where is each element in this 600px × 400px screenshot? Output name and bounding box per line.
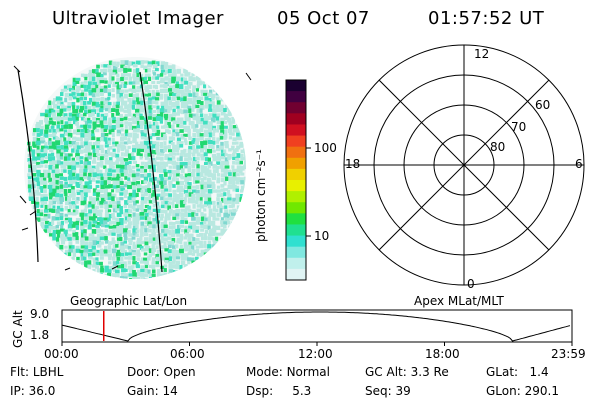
status-gcalt-label: GC Alt: bbox=[365, 365, 407, 379]
status-seq: Seq: 39 bbox=[365, 385, 411, 397]
status-seq-value: 39 bbox=[395, 384, 411, 398]
status-gain-value: 14 bbox=[162, 384, 178, 398]
alt-xtick-0600: 06:00 bbox=[170, 347, 205, 361]
status-glat-value: 1.4 bbox=[529, 365, 549, 379]
status-glat-label: GLat: bbox=[486, 365, 519, 379]
colorbar-cell bbox=[286, 224, 306, 237]
colorbar bbox=[285, 79, 311, 281]
status-ip-label: IP: bbox=[10, 384, 25, 398]
colorbar-cell bbox=[286, 113, 306, 125]
mlt-label-18: 18 bbox=[345, 157, 361, 171]
status-glon: GLon: 290.1 bbox=[486, 385, 559, 397]
colorbar-tick-label-10: 10 bbox=[314, 229, 330, 243]
status-gain-label: Gain: bbox=[127, 384, 159, 398]
status-glat: GLat: 1.4 bbox=[486, 366, 549, 378]
altitude-plot bbox=[61, 309, 573, 346]
mlt-line-diagonal bbox=[378, 79, 550, 251]
alt-ytick-min: 1.8 bbox=[30, 328, 50, 342]
status-flt-label: Flt: bbox=[10, 365, 29, 379]
mlt-label-12: 12 bbox=[474, 47, 490, 61]
mlt-label-6: 6 bbox=[575, 157, 583, 171]
colorbar-cell bbox=[286, 213, 306, 225]
status-glon-label: GLon: bbox=[486, 384, 521, 398]
alt-xtick-2359: 23:59 bbox=[551, 347, 586, 361]
status-door: Door: Open bbox=[127, 366, 196, 378]
colorbar-cell bbox=[286, 257, 306, 270]
colorbar-tick-label-100: 100 bbox=[314, 141, 337, 155]
colorbar-cell bbox=[286, 124, 306, 137]
status-ip-value: 36.0 bbox=[28, 384, 56, 398]
colorbar-unit-label: photon cm⁻²s⁻¹ bbox=[254, 149, 268, 242]
status-dsp: Dsp: 5.3 bbox=[246, 385, 311, 397]
status-gcalt: GC Alt: 3.3 Re bbox=[365, 366, 449, 378]
colorbar-cell bbox=[286, 102, 306, 114]
alt-ytick-max: 9.0 bbox=[30, 307, 50, 321]
instrument-title: Ultraviolet Imager bbox=[52, 8, 224, 29]
alt-ylabel: GC Alt bbox=[11, 310, 25, 348]
colorbar-cell bbox=[286, 191, 306, 203]
apex-coord-label: Apex MLat/MLT bbox=[414, 294, 504, 308]
status-dsp-label: Dsp: bbox=[246, 384, 274, 398]
colorbar-cell bbox=[286, 202, 306, 214]
colorbar-cell bbox=[286, 80, 306, 92]
colorbar-cell bbox=[286, 135, 306, 148]
lat-label-70: 70 bbox=[511, 120, 527, 134]
status-gcalt-value: 3.3 Re bbox=[410, 365, 449, 379]
status-mode: Mode: Normal bbox=[246, 366, 330, 378]
meridian-line bbox=[17, 69, 39, 263]
alt-xtick-1200: 12:00 bbox=[298, 347, 333, 361]
status-dsp-value: 5.3 bbox=[292, 384, 312, 398]
geographic-coord-label: Geographic Lat/Lon bbox=[70, 294, 188, 308]
alt-xtick-1800: 18:00 bbox=[425, 347, 460, 361]
mlt-label-0: 0 bbox=[467, 277, 475, 291]
colorbar-cell bbox=[286, 157, 306, 170]
observation-date: 05 Oct 07 bbox=[277, 8, 370, 29]
observation-time: 01:57:52 UT bbox=[428, 8, 545, 29]
status-ip: IP: 36.0 bbox=[10, 385, 55, 397]
colorbar-cell bbox=[286, 180, 306, 192]
colorbar-cell bbox=[286, 246, 306, 259]
status-glon-value: 290.1 bbox=[524, 384, 559, 398]
altitude-curve bbox=[61, 311, 571, 342]
status-flt: Flt: LBHL bbox=[10, 366, 63, 378]
status-door-value: Open bbox=[163, 365, 196, 379]
status-mode-label: Mode: bbox=[246, 365, 283, 379]
colorbar-cell bbox=[286, 268, 306, 281]
status-flt-value: LBHL bbox=[32, 365, 64, 379]
colorbar-cell bbox=[286, 235, 306, 248]
uv-image-disk bbox=[13, 57, 252, 279]
colorbar-cell bbox=[286, 168, 306, 181]
meridian-line bbox=[139, 71, 163, 273]
colorbar-cell bbox=[286, 91, 306, 103]
status-gain: Gain: 14 bbox=[127, 385, 178, 397]
lat-label-60: 60 bbox=[535, 98, 551, 112]
status-door-label: Door: bbox=[127, 365, 160, 379]
alt-xtick-0000: 00:00 bbox=[44, 347, 79, 361]
colorbar-cell bbox=[286, 146, 306, 159]
lat-label-80: 80 bbox=[490, 140, 506, 154]
status-mode-value: Normal bbox=[286, 365, 330, 379]
coastline-marks bbox=[13, 65, 252, 271]
polar-grid bbox=[343, 44, 585, 286]
status-seq-label: Seq: bbox=[365, 384, 392, 398]
